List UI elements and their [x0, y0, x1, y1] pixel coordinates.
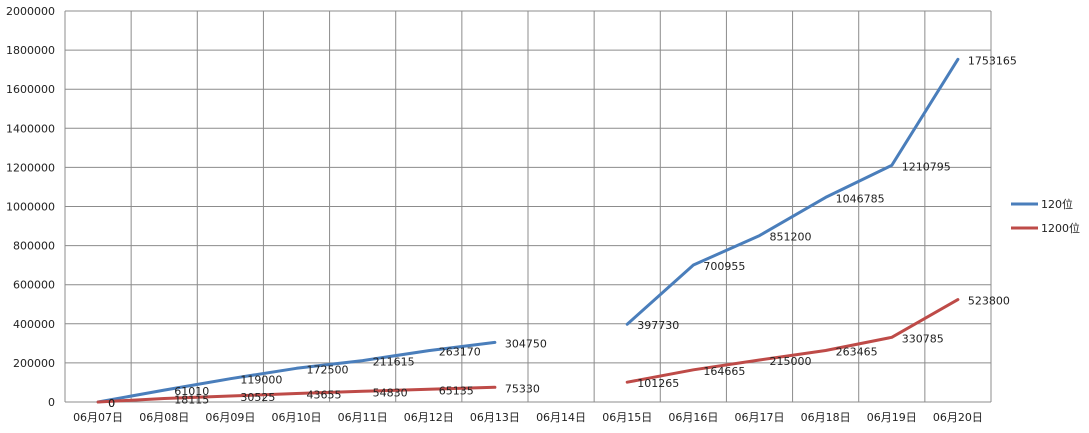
y-axis: 0 200000 400000 600000 800000 1000000 1200000 1…: [6, 5, 55, 409]
data-label: 101265: [637, 377, 679, 390]
data-label: 1046785: [836, 192, 885, 205]
y-tick-label: 1000000: [6, 201, 55, 214]
y-tick-label: 0: [48, 396, 55, 409]
x-tick-label: 06月12日: [404, 411, 454, 424]
y-tick-label: 1600000: [6, 83, 55, 96]
x-tick-label: 06月09日: [205, 411, 255, 424]
data-label: 263170: [439, 346, 481, 359]
legend: 120位 1200位: [1011, 197, 1080, 235]
x-axis: 06月07日 06月08日 06月09日 06月10日 06月11日 06月12日 06月1…: [73, 411, 983, 424]
data-label: 54830: [373, 386, 408, 399]
data-label: 700955: [703, 260, 745, 273]
data-label: 172500: [307, 363, 349, 376]
data-label: 30525: [240, 391, 275, 404]
data-label: 18115: [174, 393, 209, 406]
series-line-2: [96, 385, 497, 404]
data-label: 330785: [902, 332, 944, 345]
series-line-2: [625, 298, 960, 384]
x-tick-label: 06月16日: [668, 411, 718, 424]
data-label: 75330: [505, 382, 540, 395]
x-tick-label: 06月11日: [338, 411, 388, 424]
x-tick-label: 06月14日: [536, 411, 586, 424]
data-labels: 0 61010 119000 172500 211615 263170 304750 3977…: [108, 54, 1017, 410]
y-tick-label: 1400000: [6, 122, 55, 135]
legend-entry: 120位: [1041, 197, 1073, 211]
series-lines: [96, 57, 960, 404]
data-label: 397730: [637, 319, 679, 332]
x-tick-label: 06月13日: [470, 411, 520, 424]
data-label: 263465: [836, 345, 878, 358]
y-tick-label: 2000000: [6, 5, 55, 18]
x-tick-label: 06月17日: [735, 411, 785, 424]
data-label: 61010: [174, 385, 209, 398]
data-label: 211615: [373, 356, 415, 369]
data-label: 215000: [770, 355, 812, 368]
series-line-1: [625, 57, 960, 326]
data-label: 0: [108, 397, 115, 410]
x-tick-label: 06月18日: [801, 411, 851, 424]
x-tick-label: 06月07日: [73, 411, 123, 424]
data-label: 65135: [439, 384, 474, 397]
data-label: 164665: [703, 365, 745, 378]
data-label: 0: [108, 397, 115, 410]
grid-lines: [64, 10, 992, 403]
x-tick-label: 06月15日: [602, 411, 652, 424]
data-label: 1210795: [902, 160, 951, 173]
y-tick-label: 200000: [13, 357, 55, 370]
y-tick-label: 800000: [13, 240, 55, 253]
x-tick-label: 06月10日: [272, 411, 322, 424]
x-tick-label: 06月20日: [933, 411, 983, 424]
data-label: 304750: [505, 337, 547, 350]
y-tick-label: 400000: [13, 318, 55, 331]
data-label: 119000: [240, 374, 282, 387]
data-label: 523800: [968, 295, 1010, 308]
y-tick-label: 1200000: [6, 161, 55, 174]
y-tick-label: 600000: [13, 279, 55, 292]
x-tick-label: 06月08日: [139, 411, 189, 424]
data-label: 1753165: [968, 54, 1017, 67]
x-tick-label: 06月19日: [867, 411, 917, 424]
legend-entry: 1200位: [1041, 221, 1080, 235]
y-tick-label: 1800000: [6, 44, 55, 57]
data-label: 851200: [770, 231, 812, 244]
data-label: 43655: [307, 388, 342, 401]
series-line-1: [96, 340, 497, 404]
